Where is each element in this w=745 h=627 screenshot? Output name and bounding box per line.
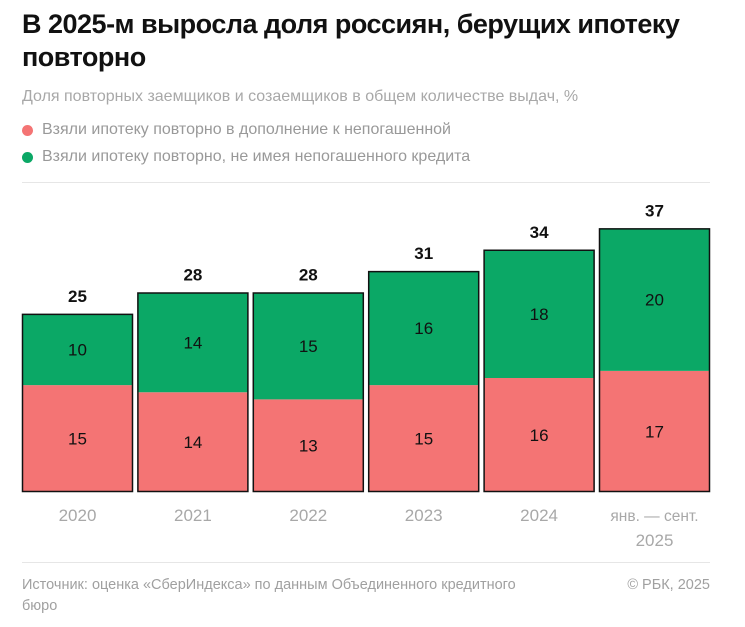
bar-value-label: 15 — [414, 430, 433, 449]
bar-value-label: 20 — [645, 291, 664, 310]
bar-value-label: 15 — [299, 337, 318, 356]
divider-bottom — [22, 562, 710, 563]
x-axis-label: 2021 — [174, 506, 212, 525]
x-axis-label: янв. — сент. — [610, 508, 698, 525]
bar-value-label: 18 — [530, 305, 549, 324]
copyright: © РБК, 2025 — [627, 577, 710, 593]
x-axis-label: 2023 — [405, 506, 443, 525]
bar-value-label: 17 — [645, 422, 664, 441]
chart-subtitle: Доля повторных заемщиков и созаемщиков в… — [22, 88, 579, 105]
bar-segment-green — [599, 228, 710, 371]
bar-segment-green — [368, 271, 480, 386]
bar-segment-red — [252, 399, 364, 492]
legend-item-red: Взяли ипотеку повторно в дополнение к не… — [22, 121, 451, 139]
bar-segment-red — [368, 385, 480, 492]
bar-total-label: 37 — [645, 201, 664, 220]
bar-segment-green — [22, 313, 133, 386]
legend-dot-green — [22, 151, 33, 163]
legend-label: Взяли ипотеку повторно в дополнение к не… — [42, 121, 451, 138]
bar-outline — [598, 228, 711, 493]
bar-segment-red — [22, 385, 133, 492]
source-note: Источник: оценка «СберИндекса» по данным… — [22, 577, 516, 614]
legend-dot-red — [22, 124, 33, 136]
bar-segment-green — [483, 249, 595, 378]
x-axis-label: 2025 — [636, 531, 674, 550]
bar-outline — [137, 292, 249, 493]
bar-segment-red — [483, 378, 595, 492]
bar-outline — [483, 249, 595, 493]
bar-total-label: 34 — [530, 223, 549, 242]
bar-segment-green — [252, 292, 364, 400]
x-axis-label: 2022 — [289, 506, 327, 525]
divider-top — [22, 182, 710, 183]
x-axis-label: 2024 — [520, 506, 558, 525]
chart-title: В 2025-м выросла доля россиян, берущих и… — [22, 9, 680, 72]
x-axis-label: 2020 — [59, 506, 97, 525]
bar-total-label: 28 — [299, 266, 318, 285]
legend-label: Взяли ипотеку повторно, не имея непогаше… — [42, 148, 471, 165]
bar-outline — [252, 292, 365, 493]
bar-value-label: 14 — [183, 333, 202, 352]
bar-segment-red — [137, 392, 249, 492]
bar-outline — [21, 313, 134, 493]
bar-total-label: 25 — [68, 287, 87, 306]
bar-total-label: 31 — [414, 244, 433, 263]
bar-value-label: 16 — [530, 426, 549, 445]
bar-value-label: 16 — [414, 319, 433, 338]
legend-item-green: Взяли ипотеку повторно, не имея непогаше… — [22, 148, 470, 166]
bar-total-label: 28 — [183, 266, 202, 285]
bar-value-label: 10 — [68, 341, 87, 360]
bar-segment-red — [599, 370, 710, 492]
bar-value-label: 14 — [183, 433, 202, 452]
bar-outline — [367, 270, 480, 493]
bar-value-label: 13 — [299, 437, 318, 456]
bar-segment-green — [137, 292, 249, 393]
bar-value-label: 15 — [68, 430, 87, 449]
